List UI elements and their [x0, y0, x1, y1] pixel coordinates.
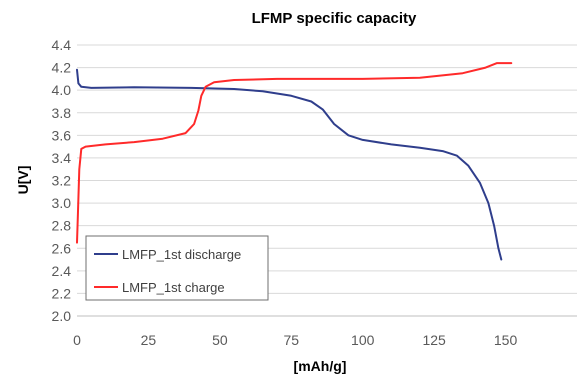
series-layer [76, 62, 513, 261]
y-tick-label: 3.6 [52, 127, 72, 143]
x-tick-label: 150 [494, 332, 518, 348]
legend: LMFP_1st discharge LMFP_1st charge [85, 235, 269, 301]
y-tick-label: 3.4 [52, 150, 72, 166]
y-tick-label: 2.2 [52, 285, 72, 301]
legend-label-charge: LMFP_1st charge [122, 280, 225, 295]
y-tick-label: 4.0 [52, 82, 72, 98]
legend-label-discharge: LMFP_1st discharge [122, 247, 241, 262]
x-tick-label: 50 [212, 332, 228, 348]
x-tick-label: 0 [73, 332, 81, 348]
x-tick-label: 75 [283, 332, 299, 348]
y-tick-label: 3.8 [52, 105, 72, 121]
y-tick-label: 3.2 [52, 173, 72, 189]
y-axis-label: U[V] [15, 166, 31, 195]
y-tick-label: 3.0 [52, 195, 72, 211]
y-tick-label: 4.4 [52, 37, 72, 53]
y-tick-label: 4.2 [52, 60, 72, 76]
y-tick-label: 2.6 [52, 240, 72, 256]
legend-box [85, 235, 269, 301]
x-tick-label: 25 [141, 332, 157, 348]
series-line-discharge [76, 68, 503, 261]
y-tick-labels: 2.0 2.2 2.4 2.6 2.8 3.0 3.2 3.4 3.6 3.8 4.0 4.2 4.4 [52, 37, 72, 324]
series-line-charge [76, 62, 513, 244]
x-tick-label: 100 [351, 332, 375, 348]
x-axis-label: [mAh/g] [294, 358, 347, 374]
chart-title: LFMP specific capacity [252, 10, 417, 27]
y-tick-label: 2.0 [52, 308, 72, 324]
x-tick-label: 125 [422, 332, 446, 348]
y-tick-label: 2.4 [52, 263, 72, 279]
y-tick-label: 2.8 [52, 218, 72, 234]
x-tick-labels: 0 25 50 75 100 125 150 [73, 332, 517, 348]
